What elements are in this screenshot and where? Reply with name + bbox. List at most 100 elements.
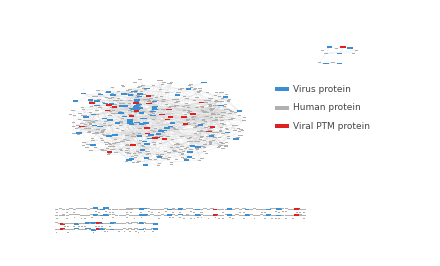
FancyBboxPatch shape (187, 107, 190, 108)
FancyBboxPatch shape (189, 145, 192, 146)
FancyBboxPatch shape (85, 147, 89, 148)
FancyBboxPatch shape (159, 156, 162, 157)
FancyBboxPatch shape (95, 223, 98, 224)
FancyBboxPatch shape (131, 229, 135, 230)
FancyBboxPatch shape (130, 212, 132, 213)
FancyBboxPatch shape (128, 158, 134, 160)
FancyBboxPatch shape (78, 127, 81, 128)
FancyBboxPatch shape (147, 208, 150, 209)
FancyBboxPatch shape (126, 148, 130, 149)
FancyBboxPatch shape (96, 126, 100, 127)
FancyBboxPatch shape (331, 62, 335, 63)
FancyBboxPatch shape (128, 223, 132, 225)
FancyBboxPatch shape (176, 143, 179, 144)
FancyBboxPatch shape (134, 105, 140, 106)
FancyBboxPatch shape (84, 226, 86, 227)
FancyBboxPatch shape (97, 99, 101, 100)
FancyBboxPatch shape (264, 215, 267, 216)
FancyBboxPatch shape (119, 103, 122, 104)
FancyBboxPatch shape (210, 208, 214, 209)
FancyBboxPatch shape (194, 88, 197, 89)
FancyBboxPatch shape (175, 159, 179, 160)
FancyBboxPatch shape (55, 222, 59, 223)
FancyBboxPatch shape (126, 212, 128, 213)
FancyBboxPatch shape (162, 131, 165, 132)
FancyBboxPatch shape (208, 103, 211, 105)
FancyBboxPatch shape (194, 218, 195, 219)
FancyBboxPatch shape (205, 153, 208, 154)
FancyBboxPatch shape (75, 128, 78, 129)
FancyBboxPatch shape (103, 121, 107, 122)
FancyBboxPatch shape (187, 110, 190, 111)
FancyBboxPatch shape (85, 228, 91, 229)
FancyBboxPatch shape (200, 214, 203, 215)
FancyBboxPatch shape (186, 120, 189, 121)
FancyBboxPatch shape (150, 130, 153, 131)
FancyBboxPatch shape (72, 122, 75, 123)
FancyBboxPatch shape (148, 159, 152, 160)
FancyBboxPatch shape (201, 123, 204, 124)
FancyBboxPatch shape (185, 103, 188, 104)
FancyBboxPatch shape (58, 223, 61, 224)
FancyBboxPatch shape (201, 110, 205, 111)
FancyBboxPatch shape (84, 124, 87, 125)
FancyBboxPatch shape (136, 135, 139, 136)
FancyBboxPatch shape (227, 101, 231, 102)
FancyBboxPatch shape (231, 215, 235, 216)
FancyBboxPatch shape (60, 223, 65, 225)
FancyBboxPatch shape (133, 82, 136, 83)
FancyBboxPatch shape (72, 228, 75, 230)
FancyBboxPatch shape (201, 158, 204, 159)
FancyBboxPatch shape (190, 218, 192, 219)
FancyBboxPatch shape (131, 136, 134, 137)
FancyBboxPatch shape (138, 107, 143, 109)
FancyBboxPatch shape (232, 218, 234, 219)
FancyBboxPatch shape (81, 212, 82, 213)
FancyBboxPatch shape (174, 102, 177, 103)
FancyBboxPatch shape (71, 110, 75, 111)
FancyBboxPatch shape (74, 223, 79, 225)
FancyBboxPatch shape (327, 47, 332, 48)
FancyBboxPatch shape (81, 107, 84, 108)
FancyBboxPatch shape (160, 80, 163, 81)
FancyBboxPatch shape (128, 160, 131, 161)
FancyBboxPatch shape (176, 101, 180, 102)
FancyBboxPatch shape (96, 228, 102, 230)
FancyBboxPatch shape (165, 119, 170, 120)
FancyBboxPatch shape (164, 151, 167, 152)
FancyBboxPatch shape (100, 209, 105, 210)
FancyBboxPatch shape (115, 122, 120, 124)
FancyBboxPatch shape (172, 150, 176, 151)
FancyBboxPatch shape (156, 137, 160, 138)
FancyBboxPatch shape (76, 125, 80, 126)
FancyBboxPatch shape (73, 231, 74, 232)
FancyBboxPatch shape (137, 229, 140, 230)
FancyBboxPatch shape (201, 123, 205, 124)
FancyBboxPatch shape (99, 223, 105, 224)
FancyBboxPatch shape (90, 144, 94, 145)
FancyBboxPatch shape (155, 97, 158, 98)
FancyBboxPatch shape (66, 215, 69, 216)
FancyBboxPatch shape (187, 156, 192, 158)
FancyBboxPatch shape (318, 62, 321, 63)
FancyBboxPatch shape (165, 215, 168, 216)
FancyBboxPatch shape (216, 132, 219, 134)
FancyBboxPatch shape (161, 84, 164, 85)
FancyBboxPatch shape (172, 106, 176, 107)
FancyBboxPatch shape (226, 129, 229, 130)
FancyBboxPatch shape (114, 152, 118, 153)
FancyBboxPatch shape (200, 209, 203, 210)
FancyBboxPatch shape (95, 226, 97, 227)
FancyBboxPatch shape (142, 214, 148, 216)
FancyBboxPatch shape (143, 124, 146, 125)
FancyBboxPatch shape (118, 112, 124, 114)
FancyBboxPatch shape (119, 105, 125, 107)
FancyBboxPatch shape (64, 226, 66, 227)
FancyBboxPatch shape (83, 142, 87, 143)
FancyBboxPatch shape (135, 90, 138, 92)
FancyBboxPatch shape (102, 218, 103, 219)
FancyBboxPatch shape (121, 105, 124, 106)
FancyBboxPatch shape (158, 130, 164, 132)
FancyBboxPatch shape (186, 208, 189, 209)
FancyBboxPatch shape (201, 107, 205, 108)
